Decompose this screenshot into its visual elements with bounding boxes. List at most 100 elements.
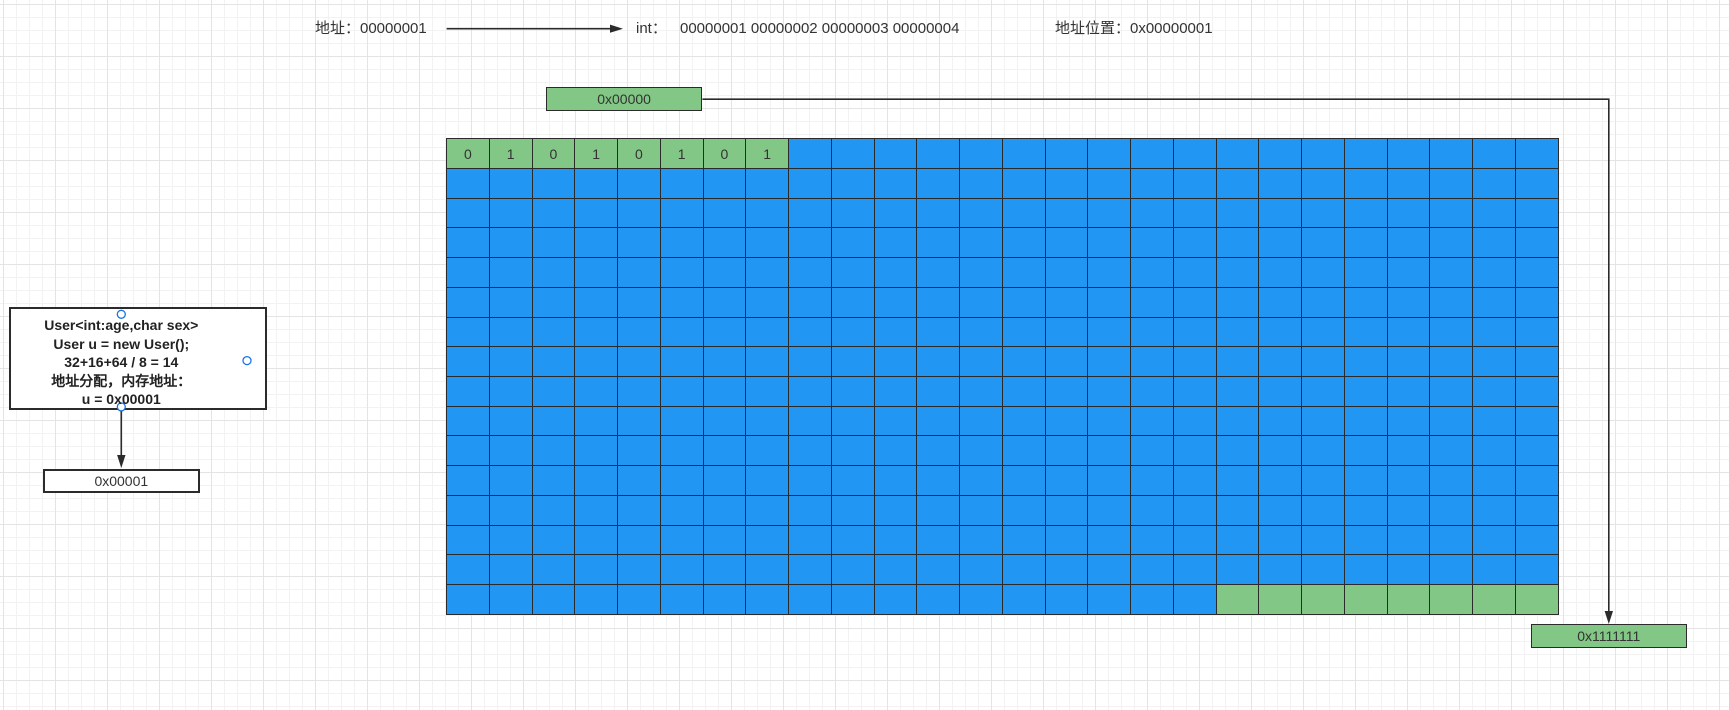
memory-cell	[1045, 436, 1088, 466]
memory-cell	[1473, 495, 1515, 525]
memory-cell	[1387, 139, 1430, 169]
memory-cell	[746, 495, 789, 525]
memory-cell	[960, 347, 1002, 377]
memory-cell	[489, 525, 532, 555]
memory-cell	[960, 525, 1002, 555]
memory-cell	[746, 585, 789, 614]
memory-cell	[1131, 139, 1173, 169]
memory-cell	[1131, 585, 1173, 614]
memory-cell	[1387, 495, 1430, 525]
memory-cell	[1259, 139, 1302, 169]
memory-cell	[960, 377, 1002, 406]
header-arrow-head	[610, 24, 623, 33]
memory-cell	[874, 169, 917, 198]
memory-cell	[1173, 377, 1216, 406]
memory-cell	[1173, 317, 1216, 347]
memory-cell	[789, 287, 831, 317]
memory-cell	[660, 377, 703, 406]
memory-cell	[1002, 317, 1045, 347]
memory-cell	[874, 585, 917, 614]
memory-cell	[1473, 139, 1515, 169]
header-arrow[interactable]	[446, 24, 623, 33]
memory-cell	[1515, 466, 1558, 495]
memory-cell	[1045, 169, 1088, 198]
memory-cell	[1302, 139, 1344, 169]
memory-cell	[532, 406, 575, 436]
memory-cell	[575, 228, 618, 258]
memory-cell	[1173, 228, 1216, 258]
memory-cell	[874, 198, 917, 228]
memory-cell	[831, 466, 874, 495]
memory-cell	[660, 198, 703, 228]
memory-cell	[703, 406, 746, 436]
memory-cell	[489, 198, 532, 228]
memory-cell	[1302, 347, 1344, 377]
memory-cell	[1387, 347, 1430, 377]
memory-cell	[1131, 169, 1173, 198]
memory-cell	[1387, 287, 1430, 317]
memory-cell	[1088, 436, 1131, 466]
memory-cell	[1088, 198, 1131, 228]
memory-cell	[489, 377, 532, 406]
memory-cell-highlighted	[1387, 585, 1430, 614]
memory-cell	[575, 317, 618, 347]
memory-cell	[1387, 258, 1430, 287]
memory-cell	[960, 198, 1002, 228]
memory-cell	[447, 525, 489, 555]
object-definition-text[interactable]: User<int:age,char sex> User u = new User…	[1, 316, 241, 409]
memory-cell	[532, 436, 575, 466]
memory-cell	[917, 406, 960, 436]
memory-cell	[1173, 258, 1216, 287]
memory-cell	[917, 555, 960, 585]
object-line-allocation: 地址分配，内存地址：	[51, 372, 192, 389]
memory-cell-highlighted	[1430, 585, 1473, 614]
memory-cell	[874, 317, 917, 347]
memory-cell	[1259, 258, 1302, 287]
memory-cell	[532, 495, 575, 525]
memory-cell	[1344, 228, 1387, 258]
end-address-box[interactable]: 0x1111111	[1530, 624, 1688, 649]
memory-cell	[1088, 347, 1131, 377]
memory-cell	[831, 198, 874, 228]
memory-cell	[660, 495, 703, 525]
memory-cell	[746, 198, 789, 228]
memory-cell	[746, 228, 789, 258]
memory-cell	[874, 377, 917, 406]
memory-cell	[1216, 436, 1259, 466]
memory-cell	[618, 347, 660, 377]
memory-cell	[917, 287, 960, 317]
memory-cell	[746, 406, 789, 436]
memory-cell	[1002, 436, 1045, 466]
object-line-size: 32+16+64 / 8 = 14	[64, 354, 179, 370]
memory-cell	[1344, 525, 1387, 555]
memory-cell	[489, 406, 532, 436]
memory-cell	[1344, 495, 1387, 525]
memory-cell	[1088, 258, 1131, 287]
memory-cell	[660, 347, 703, 377]
memory-cell	[789, 228, 831, 258]
memory-cell	[1002, 495, 1045, 525]
start-address-box[interactable]: 0x00000	[545, 87, 703, 112]
memory-cell	[960, 317, 1002, 347]
memory-cell	[1173, 495, 1216, 525]
memory-cell	[1002, 139, 1045, 169]
memory-cell	[1473, 555, 1515, 585]
object-definition-box[interactable]	[8, 306, 267, 411]
memory-cell	[1173, 139, 1216, 169]
object-address-arrow[interactable]	[117, 410, 126, 469]
memory-cell	[789, 317, 831, 347]
memory-cell	[917, 198, 960, 228]
memory-cell	[960, 228, 1002, 258]
memory-cell	[1216, 198, 1259, 228]
memory-cell	[660, 585, 703, 614]
object-address-box[interactable]: 0x00001	[43, 468, 200, 493]
memory-cell	[831, 495, 874, 525]
memory-cell	[1131, 198, 1173, 228]
memory-cell	[703, 585, 746, 614]
memory-cell	[1302, 466, 1344, 495]
memory-cell	[1045, 228, 1088, 258]
memory-cell	[1430, 317, 1473, 347]
memory-cell	[660, 406, 703, 436]
memory-cell	[960, 436, 1002, 466]
